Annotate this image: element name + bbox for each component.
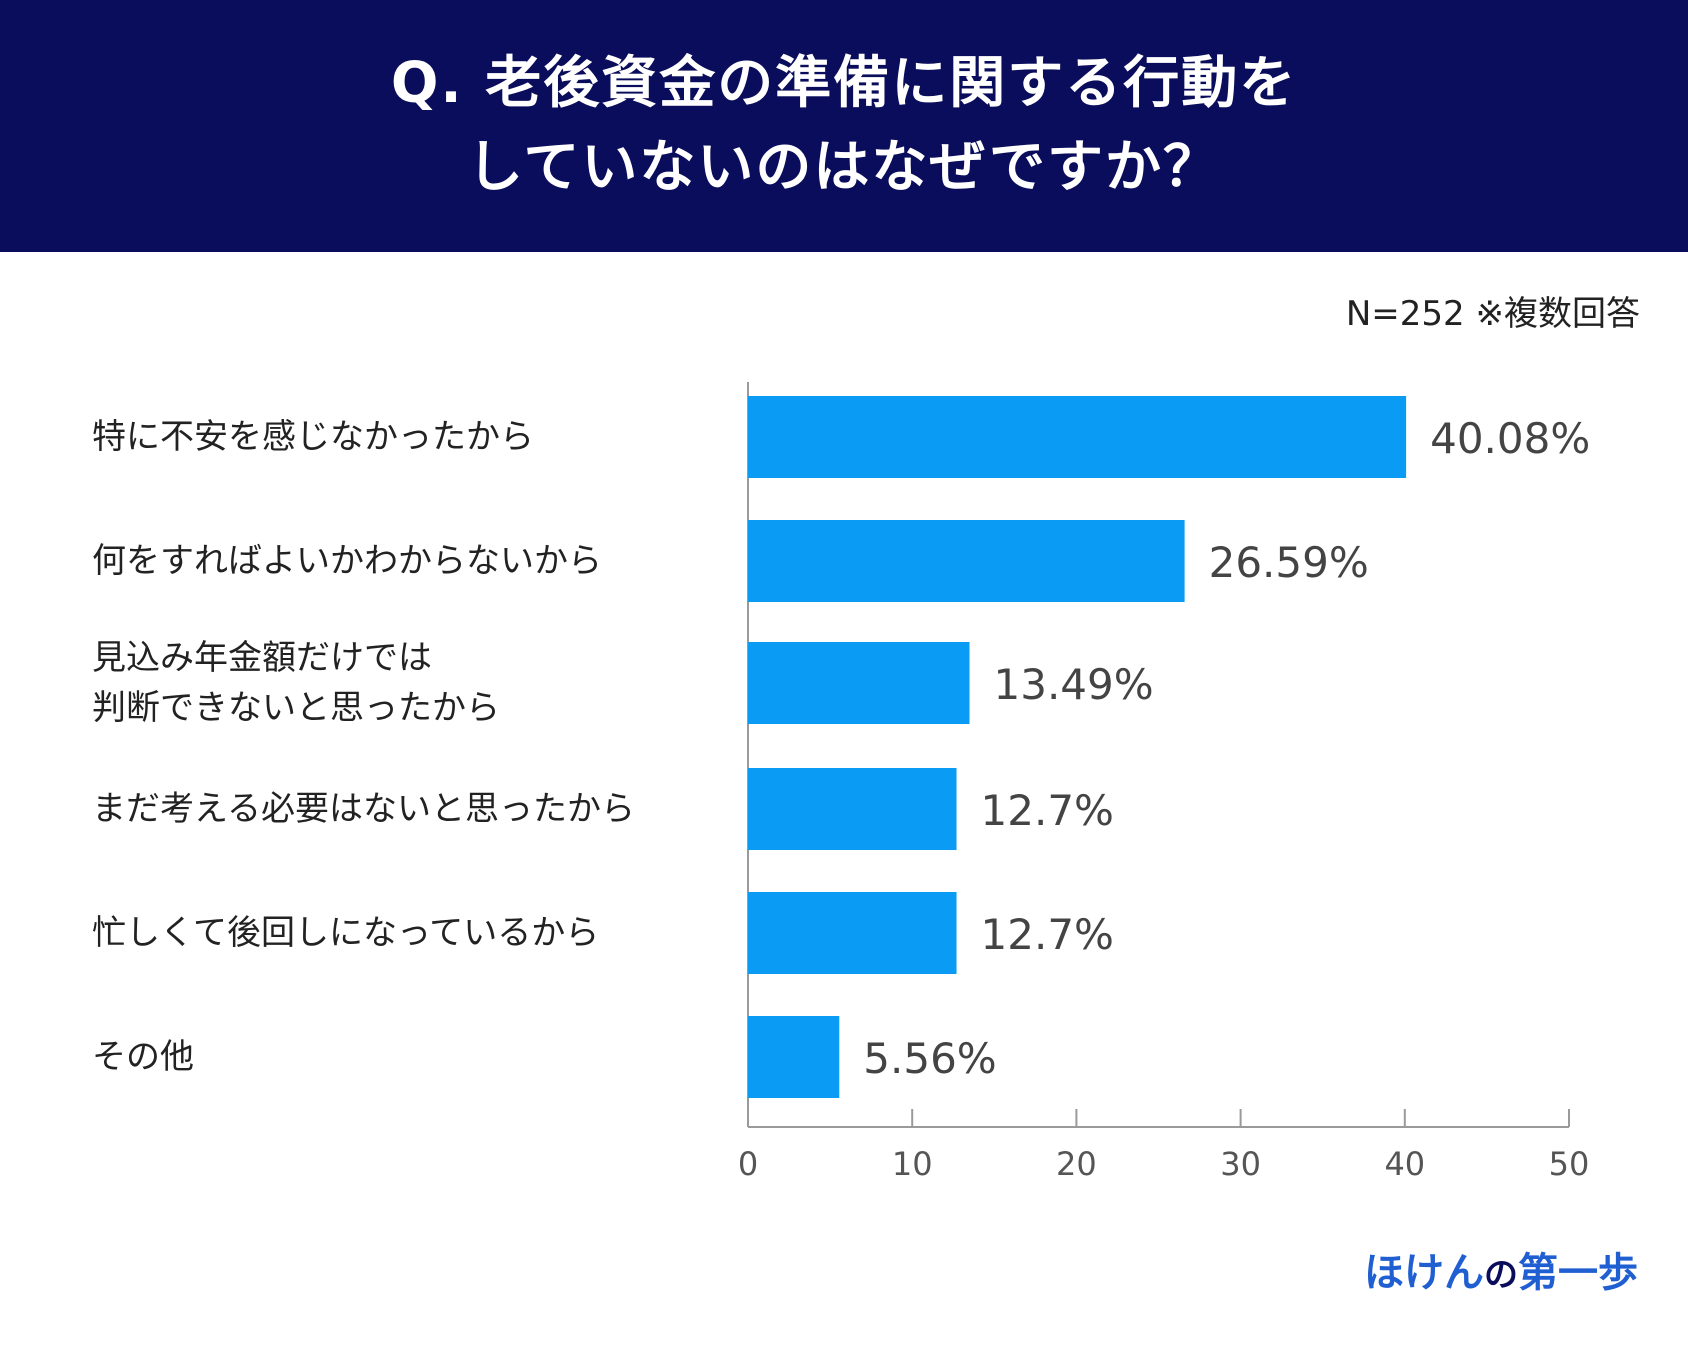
bar-value-label: 12.7%: [981, 786, 1114, 835]
sample-note: N=252 ※複数回答: [1345, 294, 1640, 334]
brand-logo: ほけんの第一歩: [1364, 1240, 1638, 1298]
page-title-line2: していないのはなぜですか？: [467, 135, 1221, 200]
category-label: 特に不安を感じなかったから: [92, 417, 534, 457]
x-tick-label: 40: [1384, 1145, 1425, 1183]
bar: [748, 1016, 840, 1098]
bar: [748, 892, 957, 974]
bar-chart: 40.08% 26.59% 13.49% 12.7% 12.7% 5.56% 0 10 20 30…: [738, 382, 1590, 1183]
category-label: 見込み年金額だけでは: [92, 638, 432, 678]
header-banner: Q. 老後資金の準備に関する行動を していないのはなぜですか？: [0, 0, 1688, 252]
bar-value-label: 13.49%: [994, 660, 1154, 709]
x-tick-label: 20: [1056, 1145, 1097, 1183]
bar-value-label: 40.08%: [1430, 414, 1590, 463]
category-label: 忙しくて後回しになっているから: [92, 913, 600, 953]
category-label: その他: [92, 1037, 194, 1077]
bar-value-label: 26.59%: [1209, 538, 1369, 587]
category-label: まだ考える必要はないと思ったから: [92, 789, 635, 829]
bar-value-label: 12.7%: [981, 910, 1114, 959]
x-tick-label: 10: [892, 1145, 933, 1183]
x-tick-label: 30: [1220, 1145, 1261, 1183]
x-tick-label: 50: [1549, 1145, 1590, 1183]
bar: [748, 520, 1185, 602]
bar: [748, 396, 1407, 478]
bar: [748, 768, 957, 850]
bar: [748, 642, 970, 724]
brand-part3: 第一歩: [1518, 1250, 1638, 1296]
brand-part2: の: [1484, 1255, 1518, 1295]
x-tick-label: 0: [738, 1145, 758, 1183]
category-label: 何をすればよいかわからないから: [92, 541, 602, 581]
page-title-line1: Q. 老後資金の準備に関する行動を: [390, 51, 1298, 116]
brand-part1: ほけん: [1364, 1250, 1484, 1296]
bar-value-label: 5.56%: [863, 1034, 996, 1083]
category-label: 判断できないと思ったから: [92, 688, 500, 728]
